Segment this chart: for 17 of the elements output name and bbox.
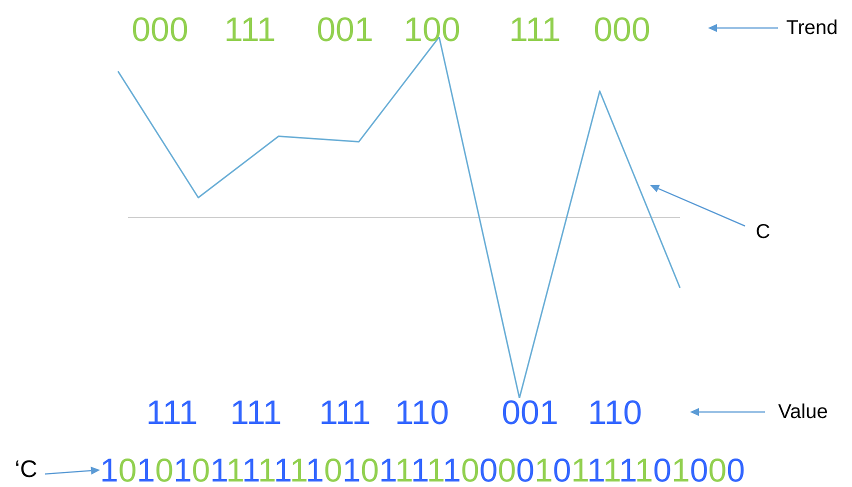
annotation: 000 [132, 11, 188, 49]
annotation: 111 [224, 11, 276, 49]
annotation: 111 [319, 394, 371, 432]
annotation: 001 [502, 394, 558, 432]
annotation: 000 [594, 11, 650, 49]
annotation: 100 [404, 11, 460, 49]
text: Value [778, 401, 828, 423]
text: 1010101111111010111110000101111101000 [100, 452, 745, 487]
annotation: 001 [316, 11, 374, 49]
annotation: 110 [394, 394, 450, 432]
text: C [756, 221, 770, 243]
annotation: 111 [509, 11, 561, 49]
annotation: 111 [146, 394, 198, 432]
annotation: 110 [588, 394, 642, 432]
annotation: 111 [230, 394, 282, 432]
text: ‘C [14, 456, 38, 483]
text: Trend [786, 17, 838, 39]
